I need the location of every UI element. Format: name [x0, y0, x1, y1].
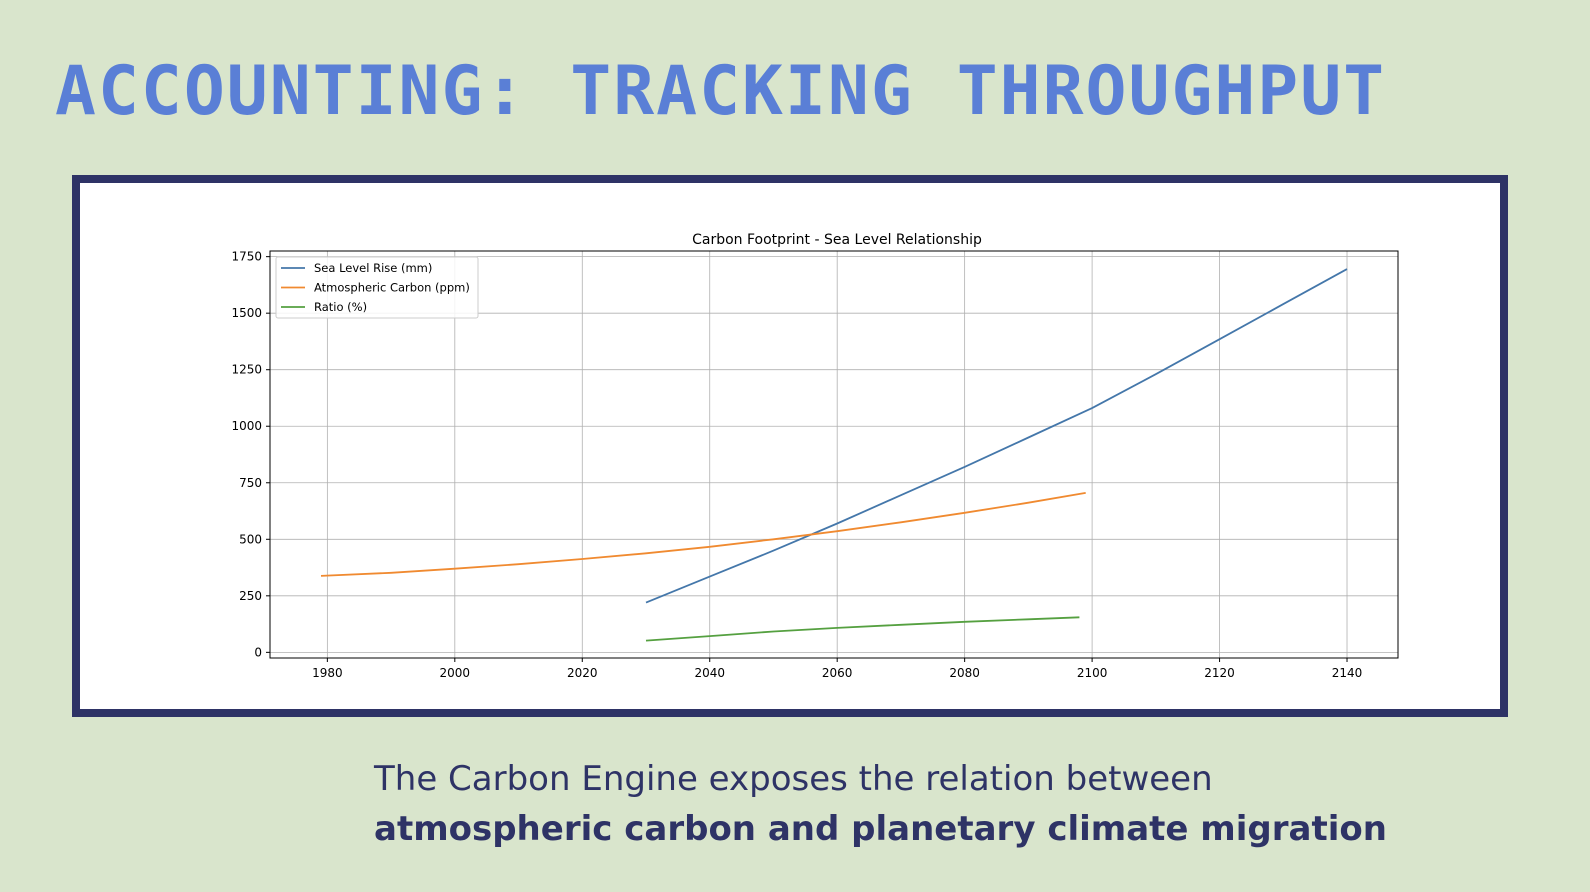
- x-tick-label: 1980: [312, 666, 343, 680]
- legend-box: [275, 256, 479, 319]
- series-line-2: [320, 492, 1086, 577]
- y-tick-label: 0: [254, 645, 262, 659]
- x-tick-label: 2020: [567, 666, 598, 680]
- series-line-3: [645, 616, 1080, 642]
- chart-title: Carbon Footprint - Sea Level Relationshi…: [692, 232, 982, 248]
- series-line-1: [645, 268, 1348, 604]
- y-tick-label: 1500: [231, 306, 262, 320]
- legend-label: Atmospheric Carbon (ppm): [314, 281, 470, 295]
- chart-frame: 1980 2000 2020 2040 2060 2080 2100 2120 2140 0 250…: [72, 175, 1508, 717]
- chart-legend: Sea Level Rise (mm) Atmospheric Carbon (p…: [275, 256, 479, 319]
- legend-label: Ratio (%): [314, 300, 367, 314]
- legend-label: Sea Level Rise (mm): [314, 261, 432, 275]
- chart-ticks: 1980 2000 2020 2040 2060 2080 2100 2120 2140 0 250…: [231, 250, 1362, 680]
- plot-area-border: [269, 250, 1399, 659]
- x-tick-label: 2120: [1204, 666, 1235, 680]
- y-tick-label: 250: [239, 589, 262, 603]
- y-tick-label: 1250: [231, 363, 262, 377]
- y-tick-label: 1750: [231, 250, 262, 264]
- chart-series: [320, 268, 1348, 642]
- x-tick-label: 2080: [949, 666, 980, 680]
- caption-line-1: The Carbon Engine exposes the relation b…: [374, 759, 1213, 799]
- x-tick-label: 2140: [1332, 666, 1363, 680]
- x-tick-label: 2000: [440, 666, 471, 680]
- x-tick-label: 2060: [822, 666, 853, 680]
- slide-title: ACCOUNTING: TRACKING THROUGHPUT: [55, 52, 1387, 131]
- y-tick-label: 750: [239, 476, 262, 490]
- chart: 1980 2000 2020 2040 2060 2080 2100 2120 2140 0 250…: [231, 232, 1399, 680]
- y-tick-label: 1000: [231, 419, 262, 433]
- chart-grid: [270, 251, 1398, 658]
- y-tick-label: 500: [239, 532, 262, 546]
- x-tick-label: 2100: [1077, 666, 1108, 680]
- caption-line-2: atmospheric carbon and planetary climate…: [374, 809, 1387, 849]
- x-tick-label: 2040: [694, 666, 725, 680]
- caption: The Carbon Engine exposes the relation b…: [374, 754, 1387, 854]
